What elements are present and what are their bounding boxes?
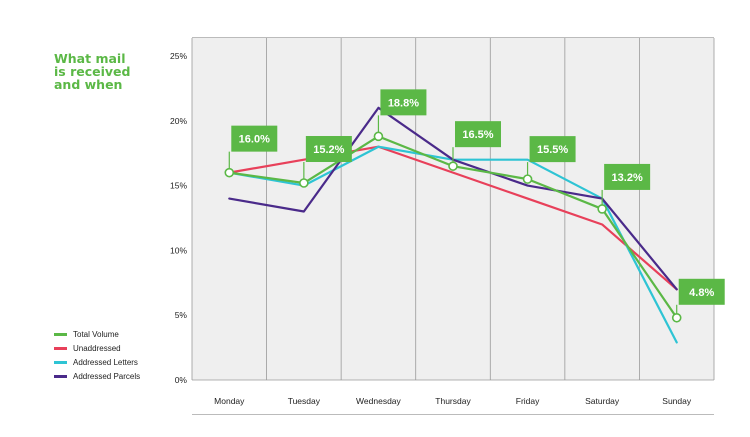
legend-swatch-addressed-letters — [54, 360, 67, 364]
legend-item-total-volume: Total Volume — [54, 327, 140, 341]
legend-item-unaddressed: Unaddressed — [54, 341, 140, 355]
title-line-3: and when — [54, 77, 123, 92]
y-tick-label: 25% — [170, 51, 187, 61]
x-tick-label: Friday — [516, 396, 540, 406]
legend-label-unaddressed: Unaddressed — [73, 343, 121, 353]
title-line-2: is received — [54, 64, 131, 79]
data-label-box — [604, 163, 651, 190]
x-tick-label: Monday — [214, 396, 245, 406]
data-point-total-volume — [299, 178, 309, 188]
data-point-total-volume — [448, 161, 458, 171]
bottom-rule — [192, 414, 714, 415]
data-label: 16.0% — [239, 134, 270, 146]
series-line-unaddressed — [228, 145, 678, 291]
chart-title: What mail is received and when — [54, 52, 164, 91]
data-label: 18.8% — [388, 97, 419, 109]
data-label-box — [380, 89, 427, 116]
data-label-box — [455, 121, 501, 148]
legend-label-addressed-parcels: Addressed Parcels — [73, 371, 141, 381]
data-point-total-volume — [373, 131, 384, 142]
legend-label-total-volume: Total Volume — [73, 329, 119, 339]
legend-swatch-addressed-parcels — [54, 374, 67, 378]
data-label: 15.5% — [537, 144, 568, 156]
plot-background — [192, 38, 714, 380]
x-tick-label: Saturday — [585, 396, 620, 406]
legend-label-addressed-letters: Addressed Letters — [73, 357, 138, 367]
data-label-box — [231, 125, 278, 152]
top-rule — [192, 37, 714, 38]
legend-swatch-total-volume — [54, 332, 67, 336]
y-tick-label: 15% — [170, 181, 187, 191]
title-line-1: What mail — [54, 51, 126, 66]
x-tick-label: Tuesday — [288, 396, 321, 406]
legend-swatch-unaddressed — [54, 346, 67, 350]
y-tick-label: 5% — [175, 310, 188, 320]
data-label-box — [529, 136, 576, 163]
y-tick-label: 20% — [170, 116, 187, 126]
y-tick-label: 10% — [170, 245, 187, 255]
data-label: 15.2% — [313, 144, 344, 156]
x-tick-label: Wednesday — [356, 396, 401, 406]
data-point-total-volume — [597, 204, 607, 214]
legend-item-addressed-parcels: Addressed Parcels — [54, 369, 140, 383]
x-tick-label: Thursday — [435, 396, 471, 406]
x-tick-label: Sunday — [662, 396, 692, 406]
data-label: 4.8% — [689, 287, 714, 299]
data-point-total-volume — [522, 174, 533, 184]
data-label-box — [678, 278, 725, 305]
data-label-box — [305, 136, 352, 163]
data-label: 16.5% — [462, 129, 493, 141]
legend-item-addressed-letters: Addressed Letters — [54, 355, 140, 369]
legend: Total Volume Unaddressed Addressed Lette… — [54, 327, 140, 383]
data-point-total-volume — [224, 167, 235, 178]
y-tick-label: 0% — [175, 375, 188, 385]
data-label: 13.2% — [612, 172, 643, 184]
data-point-total-volume — [671, 312, 682, 323]
